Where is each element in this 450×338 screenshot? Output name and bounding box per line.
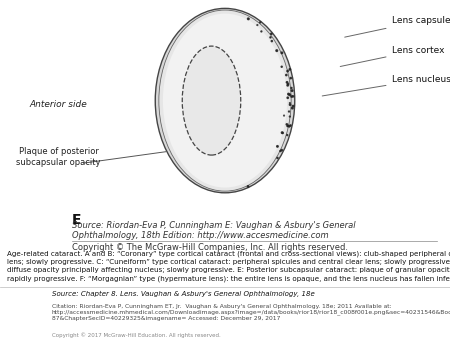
Text: Lens nucleus: Lens nucleus [322, 75, 450, 96]
Point [289, 94, 297, 99]
Text: Copyright © 2017 McGraw-Hill Education. All rights reserved.: Copyright © 2017 McGraw-Hill Education. … [52, 333, 220, 338]
Point [288, 94, 295, 99]
Point [286, 114, 293, 119]
Point [267, 35, 274, 40]
Point [244, 184, 252, 189]
Point [258, 29, 265, 34]
Text: Citation: Riordan-Eva P, Cunningham ET, Jr.  Vaughan & Asbury's General Ophthalm: Citation: Riordan-Eva P, Cunningham ET, … [52, 304, 450, 321]
Text: Copyright © The McGraw-Hill Companies, Inc. All rights reserved.: Copyright © The McGraw-Hill Companies, I… [72, 243, 348, 252]
Ellipse shape [155, 8, 295, 193]
Point [289, 103, 297, 109]
Point [289, 105, 296, 111]
Point [284, 82, 291, 88]
Point [254, 22, 261, 28]
Point [279, 130, 286, 136]
Text: Source: Riordan-Eva P, Cunningham E: Vaughan & Asbury's General
Ophthalmology, 1: Source: Riordan-Eva P, Cunningham E: Vau… [72, 221, 356, 240]
Point [273, 48, 280, 53]
Point [284, 68, 291, 74]
Text: Graw: Graw [8, 304, 35, 313]
Point [284, 95, 291, 100]
Point [287, 75, 294, 81]
Point [268, 39, 275, 44]
Text: Hill: Hill [13, 313, 30, 322]
Point [285, 91, 292, 97]
Point [245, 16, 252, 22]
Point [286, 124, 293, 129]
Point [280, 113, 288, 118]
Point [286, 67, 293, 72]
Point [286, 100, 293, 106]
Point [284, 81, 292, 87]
Point [283, 122, 290, 127]
Point [288, 85, 295, 91]
Ellipse shape [182, 46, 241, 155]
Ellipse shape [159, 10, 291, 191]
Point [268, 31, 275, 37]
Text: Lens cortex: Lens cortex [340, 46, 444, 67]
Point [278, 50, 285, 55]
Point [284, 80, 291, 85]
Point [279, 130, 286, 135]
Point [274, 144, 281, 149]
Text: Lens capsule: Lens capsule [345, 17, 450, 37]
Point [287, 102, 294, 107]
Text: Age-related cataract. A and B: “Coronary” type cortical cataract (frontal and cr: Age-related cataract. A and B: “Coronary… [7, 251, 450, 282]
Text: E: E [72, 213, 81, 227]
Point [287, 123, 294, 128]
Point [278, 64, 285, 69]
Point [256, 20, 264, 25]
Ellipse shape [163, 14, 287, 188]
Point [283, 72, 290, 78]
Point [284, 132, 291, 138]
Point [285, 109, 292, 114]
Point [278, 147, 285, 153]
Point [277, 148, 284, 154]
Text: Source: Chapter 8. Lens. Vaughan & Asbury's General Ophthalmology, 18e: Source: Chapter 8. Lens. Vaughan & Asbur… [52, 291, 315, 297]
Text: Anterior side: Anterior side [30, 100, 87, 109]
Text: Mc: Mc [14, 294, 28, 303]
Point [284, 123, 291, 129]
Point [286, 92, 293, 97]
Point [274, 155, 281, 161]
Text: Plaque of posterior
subcapsular opacity: Plaque of posterior subcapsular opacity [16, 147, 101, 167]
Point [288, 88, 296, 93]
Point [284, 123, 292, 128]
Text: Education: Education [8, 325, 35, 331]
